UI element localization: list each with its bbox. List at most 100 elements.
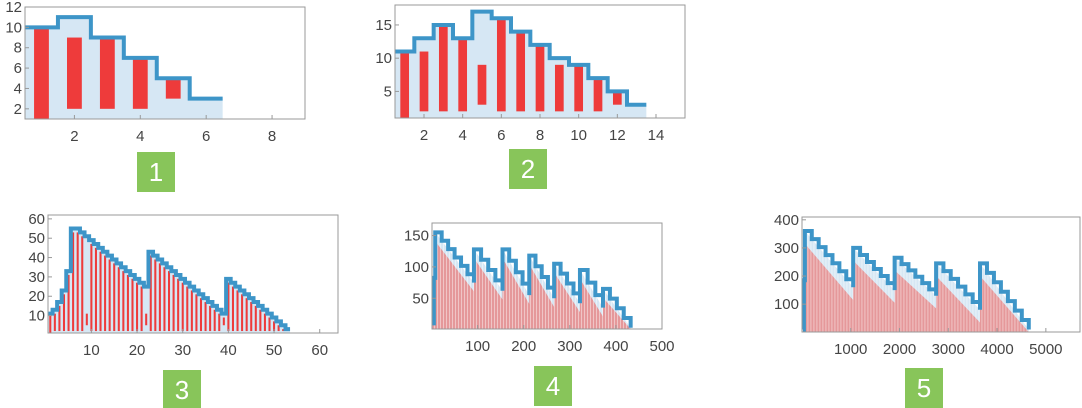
x-tick-label: 60 — [311, 342, 328, 359]
plot-frame — [47, 214, 339, 334]
x-tick-label: 50 — [266, 342, 283, 359]
x-tick-label: 4 — [458, 127, 466, 144]
bar-45 — [250, 302, 253, 332]
y-tick-label: 30 — [28, 269, 45, 286]
y-tick-label: 15 — [375, 17, 392, 34]
bar-52 — [282, 329, 285, 332]
bar-2 — [419, 51, 429, 112]
y-tick-label: 100 — [774, 296, 799, 313]
bar-9 — [85, 313, 88, 326]
x-tick-label: 8 — [268, 128, 276, 145]
bar-49 — [268, 317, 271, 332]
y-tick-label: 10 — [28, 308, 45, 325]
bar-47 — [259, 309, 262, 332]
y-tick-label: 200 — [774, 268, 799, 285]
bar-28 — [172, 274, 175, 332]
step-line — [25, 15, 223, 101]
y-tick-label: 6 — [14, 60, 22, 77]
x-tick-label: 100 — [465, 338, 490, 355]
plot-area — [802, 217, 1031, 332]
bar-5 — [165, 78, 181, 99]
bar-40 — [227, 282, 230, 332]
step-line — [395, 9, 647, 107]
chart-panel-1: 2 4 6 8 2 4 6 8 10 12 1 — [5, 0, 306, 192]
chart-badge-4: 4 — [534, 366, 572, 406]
chart-badge-1: 1 — [137, 152, 175, 192]
badge-label: 1 — [149, 157, 163, 187]
bar-11 — [94, 247, 97, 332]
bar-36 — [209, 305, 212, 332]
y-tick-label: 8 — [14, 40, 22, 57]
bar-1 — [400, 51, 410, 118]
bar-10 — [574, 64, 584, 112]
x-tick-label: 30 — [174, 342, 191, 359]
y-tick-label: 2 — [14, 101, 22, 118]
bar-7 — [516, 31, 526, 112]
bar-8 — [81, 236, 84, 332]
badge-box — [905, 368, 943, 408]
y-tick-label: 10 — [5, 19, 22, 36]
bar-1 — [49, 313, 52, 333]
chart-panel-5: 1000 2000 3000 4000 5000 100 200 300 400 5 — [774, 212, 1081, 408]
x-tick-label: 5000 — [1029, 341, 1062, 358]
y-tick-label: 400 — [774, 212, 799, 229]
x-tick-label: 2 — [70, 128, 78, 145]
bar-23 — [149, 255, 152, 332]
bar-51 — [277, 325, 280, 332]
bar-3 — [58, 305, 61, 332]
plot-area — [432, 223, 633, 329]
x-tick-label: 6 — [497, 127, 505, 144]
bar-stripes — [804, 217, 1028, 332]
badge-label: 5 — [917, 373, 931, 403]
bar-2 — [67, 37, 82, 109]
step-line — [48, 226, 291, 332]
bar-7 — [76, 232, 79, 332]
x-tick-label: 10 — [83, 342, 100, 359]
badge-label: 4 — [546, 371, 560, 401]
x-tick-label: 4 — [136, 128, 144, 145]
bar-12 — [612, 91, 622, 105]
bar-19 — [131, 278, 134, 332]
y-tick-label: 4 — [14, 80, 22, 97]
bar-48 — [263, 313, 266, 332]
plot-area — [395, 9, 647, 118]
y-tick-label: 100 — [404, 259, 429, 276]
bar-22 — [145, 313, 148, 326]
y-tick-label: 10 — [375, 50, 392, 67]
chart-badge-2: 2 — [509, 149, 547, 189]
bar-14 — [108, 259, 111, 332]
bar-25 — [158, 263, 161, 332]
area-fill — [25, 17, 223, 119]
bar-11 — [593, 78, 603, 112]
plot-frame — [24, 6, 306, 120]
x-tick-label: 6 — [202, 128, 210, 145]
bar-4 — [62, 294, 66, 332]
bar-27 — [167, 271, 171, 332]
y-tick-label: 60 — [28, 211, 45, 228]
bar-37 — [213, 309, 216, 332]
badge-box — [163, 370, 201, 408]
bar-5 — [477, 64, 487, 105]
bar-50 — [273, 321, 276, 332]
bar-2 — [53, 313, 56, 332]
plot-frame — [431, 222, 663, 330]
y-tick-label: 20 — [28, 288, 45, 305]
x-tick-label: 14 — [648, 127, 665, 144]
bar-21 — [140, 286, 143, 332]
badge-box — [534, 366, 572, 406]
bar-34 — [199, 298, 203, 332]
y-tick-label: 150 — [404, 228, 429, 245]
bar-6 — [496, 18, 506, 112]
bar-30 — [181, 282, 184, 332]
bar-3 — [438, 24, 448, 112]
bar-8 — [535, 44, 545, 112]
x-tick-label: 3000 — [932, 341, 965, 358]
bar-13 — [104, 255, 107, 332]
bar-33 — [195, 294, 198, 332]
bar-38 — [218, 313, 221, 332]
x-tick-label: 500 — [649, 338, 674, 355]
x-tick-label: 200 — [511, 338, 536, 355]
bar-16 — [117, 267, 120, 332]
x-tick-label: 300 — [557, 338, 582, 355]
